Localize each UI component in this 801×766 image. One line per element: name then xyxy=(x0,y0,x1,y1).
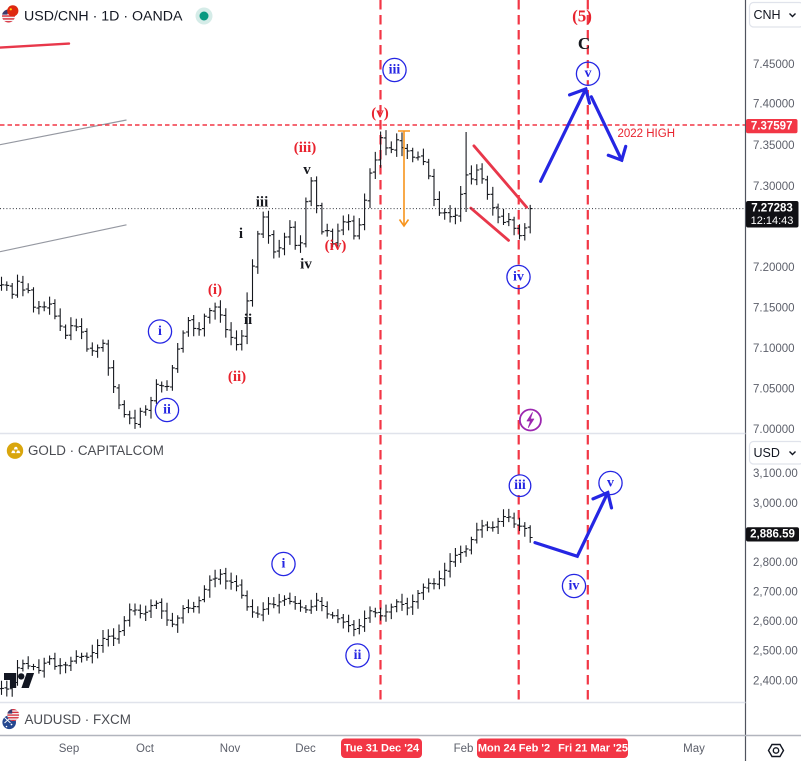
svg-text:(iv): (iv) xyxy=(325,238,347,254)
svg-text:3,000.00: 3,000.00 xyxy=(753,498,798,510)
svg-text:Mon 24 Feb '2: Mon 24 Feb '2 xyxy=(478,743,550,755)
svg-text:i: i xyxy=(158,324,162,339)
svg-text:iii: iii xyxy=(256,195,269,211)
svg-text:Feb: Feb xyxy=(454,743,474,755)
svg-text:2,500.00: 2,500.00 xyxy=(753,646,798,658)
svg-text:ii: ii xyxy=(244,312,252,328)
svg-text:iv: iv xyxy=(569,579,580,594)
svg-text:USD/CNH · 1D · OANDA: USD/CNH · 1D · OANDA xyxy=(24,9,183,25)
svg-text:GOLD · CAPITALCOM: GOLD · CAPITALCOM xyxy=(28,443,164,458)
svg-text:iv: iv xyxy=(513,270,524,285)
svg-text:May: May xyxy=(683,743,705,755)
svg-text:(iii): (iii) xyxy=(294,140,317,156)
svg-text:(ii): (ii) xyxy=(228,369,246,385)
svg-text:iv: iv xyxy=(300,256,312,272)
svg-text:Fri 21 Mar '25: Fri 21 Mar '25 xyxy=(558,743,628,755)
svg-text:2,700.00: 2,700.00 xyxy=(753,587,798,599)
svg-text:C: C xyxy=(578,34,590,53)
svg-text:Sep: Sep xyxy=(59,743,79,755)
svg-text:7.27283: 7.27283 xyxy=(751,202,793,214)
svg-text:Dec: Dec xyxy=(295,743,316,755)
svg-text:USD: USD xyxy=(754,446,780,460)
svg-text:3,100.00: 3,100.00 xyxy=(753,468,798,480)
svg-text:2,400.00: 2,400.00 xyxy=(753,676,798,688)
svg-text:v: v xyxy=(303,162,311,178)
svg-text:iii: iii xyxy=(389,63,401,78)
svg-text:Tue 31 Dec '24: Tue 31 Dec '24 xyxy=(344,743,420,755)
svg-text:Oct: Oct xyxy=(136,743,155,755)
svg-text:ii: ii xyxy=(163,403,171,418)
svg-text:iii: iii xyxy=(514,478,526,493)
svg-text:7.35000: 7.35000 xyxy=(753,140,795,152)
svg-text:(v): (v) xyxy=(371,106,389,122)
svg-text:7.37597: 7.37597 xyxy=(751,120,793,132)
svg-text:v: v xyxy=(607,476,614,491)
svg-text:7.10000: 7.10000 xyxy=(753,343,795,355)
svg-text:CNH: CNH xyxy=(754,8,781,22)
svg-text:(i): (i) xyxy=(208,282,222,298)
svg-text:i: i xyxy=(282,557,286,572)
svg-text:i: i xyxy=(239,226,243,242)
svg-text:2,600.00: 2,600.00 xyxy=(753,616,798,628)
svg-text:12:14:43: 12:14:43 xyxy=(751,215,794,227)
svg-text:7.05000: 7.05000 xyxy=(753,384,795,396)
svg-text:2022 HIGH: 2022 HIGH xyxy=(617,128,675,140)
svg-text:ii: ii xyxy=(354,648,362,663)
svg-text:2,800.00: 2,800.00 xyxy=(753,557,798,569)
svg-text:7.15000: 7.15000 xyxy=(753,303,795,315)
svg-text:7.00000: 7.00000 xyxy=(753,424,795,436)
svg-text:7.20000: 7.20000 xyxy=(753,262,795,274)
svg-text:Nov: Nov xyxy=(220,743,241,755)
svg-text:7.40000: 7.40000 xyxy=(753,99,795,111)
svg-text:7.30000: 7.30000 xyxy=(753,181,795,193)
svg-text:7.45000: 7.45000 xyxy=(753,59,795,71)
svg-text:(5): (5) xyxy=(572,7,592,26)
svg-text:2,886.59: 2,886.59 xyxy=(750,529,795,541)
svg-text:AUDUSD · FXCM: AUDUSD · FXCM xyxy=(25,712,131,727)
svg-text:v: v xyxy=(585,66,592,81)
